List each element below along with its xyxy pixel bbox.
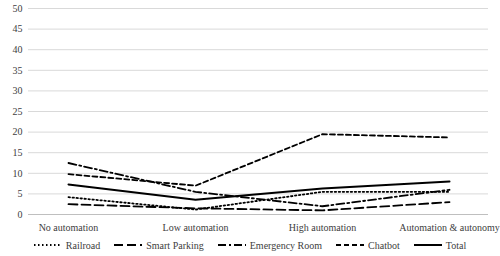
html-text:Emergency Room: Emergency Room (249, 239, 323, 251)
svg-text:35: 35 (13, 65, 23, 76)
svg-text:Automation & autonomy: Automation & autonomy (399, 222, 500, 233)
html-text:Railroad: Railroad (65, 239, 101, 251)
svg-text:50: 50 (13, 3, 23, 14)
svg-text:15: 15 (13, 147, 23, 158)
svg-text:5: 5 (18, 188, 23, 199)
html-text:Total: Total (445, 239, 467, 251)
svg-text:High automation: High automation (289, 222, 357, 233)
svg-text:No automation: No automation (39, 222, 99, 233)
svg-text:Low automation: Low automation (163, 222, 229, 233)
html-text:Chatbot: Chatbot (368, 239, 400, 251)
svg-text:0: 0 (18, 209, 23, 220)
svg-text:20: 20 (13, 126, 23, 137)
svg-text:40: 40 (13, 44, 23, 55)
svg-text:45: 45 (13, 23, 23, 34)
svg-text:10: 10 (13, 168, 23, 179)
html-text:Smart Parking: Smart Parking (146, 239, 204, 251)
svg-text:30: 30 (13, 85, 23, 96)
svg-text:25: 25 (13, 106, 23, 117)
